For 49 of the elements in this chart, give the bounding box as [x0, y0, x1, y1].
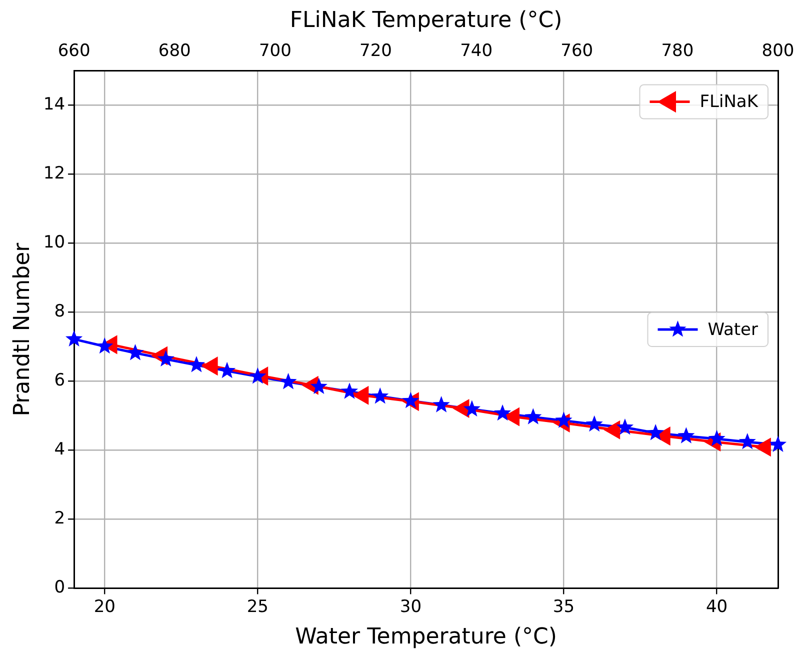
point	[157, 350, 174, 366]
x-tick-label: 20	[94, 596, 116, 617]
x-tick-label: 40	[706, 596, 728, 617]
point	[188, 356, 206, 372]
point	[494, 404, 512, 421]
y-axis-title: Prandtl Number	[10, 242, 35, 416]
point	[96, 337, 114, 354]
x-tick-label: 30	[400, 596, 422, 617]
x2-tick-label: 660	[58, 41, 90, 62]
point	[340, 382, 358, 399]
x2-tick-label: 800	[762, 41, 794, 62]
x2-tick-label: 700	[258, 41, 292, 62]
y-tick-label: 4	[54, 440, 66, 460]
point	[738, 432, 756, 450]
point	[616, 418, 634, 435]
x2-tick-label: 760	[560, 41, 594, 62]
y-tick-label: 12	[43, 164, 66, 184]
x2-tick-label: 740	[460, 41, 493, 62]
point	[249, 367, 266, 384]
y-tick-label: 2	[54, 508, 66, 529]
point	[555, 412, 572, 428]
point	[463, 400, 480, 416]
point	[678, 427, 695, 444]
point	[310, 378, 328, 394]
y-tick-label: 8	[54, 302, 66, 322]
point	[647, 424, 664, 440]
point	[280, 372, 297, 390]
x-axis-title: Water Temperature (°C)	[295, 624, 557, 650]
point	[769, 436, 787, 452]
point	[218, 362, 236, 378]
point	[432, 396, 450, 412]
x2-tick-label: 780	[661, 41, 694, 62]
x2-tick-label: 720	[360, 41, 392, 62]
y-tick-label: 0	[54, 578, 66, 598]
legend-label: Water	[708, 320, 758, 340]
x2-tick-label: 680	[158, 41, 191, 62]
point	[372, 387, 389, 404]
y-tick-label: 6	[54, 370, 66, 391]
legend-label: FLiNaK	[700, 92, 759, 112]
x-tick-label: 35	[552, 596, 575, 617]
point	[708, 430, 726, 446]
point	[126, 344, 144, 360]
x2-axis-title: FLiNaK Temperature (°C)	[290, 8, 562, 33]
point	[586, 415, 603, 432]
point	[65, 330, 83, 346]
y-tick-label: 10	[43, 232, 66, 253]
x-tick-label: 25	[246, 596, 268, 617]
y-tick-label: 14	[43, 94, 66, 115]
point	[524, 408, 542, 424]
